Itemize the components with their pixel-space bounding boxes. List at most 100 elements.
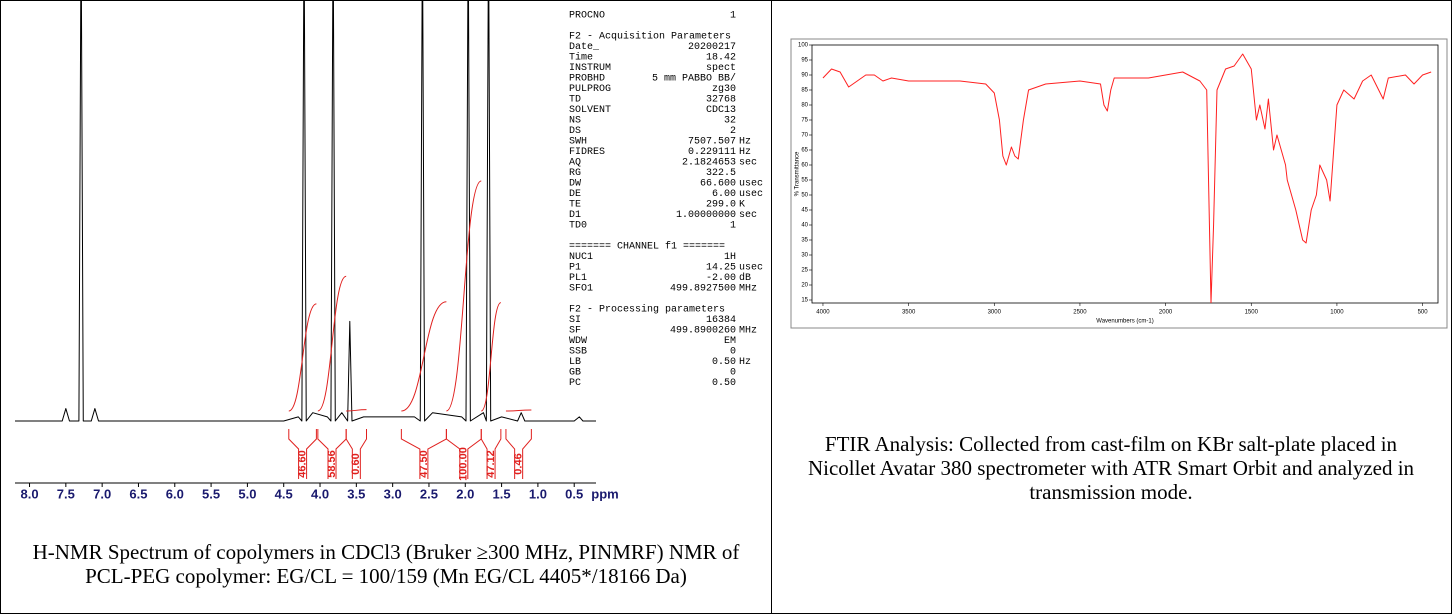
parameter-value: 1.00000000: [676, 210, 736, 221]
parameter-unit: usec: [739, 189, 763, 200]
parameter-unit: K: [739, 200, 745, 211]
y-tick-label: 65: [801, 148, 808, 154]
parameter-value: 2: [730, 126, 736, 137]
x-tick-label: 3.0: [384, 486, 402, 501]
y-axis-label: % Transmittance: [795, 151, 801, 196]
parameter-value: 499.8900260: [670, 326, 736, 337]
parameter-unit: usec: [739, 263, 763, 274]
x-tick-label: 8.0: [20, 486, 38, 501]
y-tick-label: 25: [801, 268, 808, 274]
parameter-key: DS: [569, 126, 581, 137]
x-tick-label: 0.5: [565, 486, 583, 501]
parameter-value: 322.5: [706, 168, 736, 179]
parameter-value: 66.600: [700, 179, 736, 190]
parameter-key: SI: [569, 315, 581, 326]
integral-label: 47.12: [485, 450, 497, 478]
parameter-key: DW: [569, 179, 581, 190]
ftir-spectrum-group: [822, 53, 1432, 303]
x-axis-label: ppm: [591, 486, 618, 501]
integral-curve: [401, 301, 447, 412]
x-tick-label: 4.0: [311, 486, 329, 501]
parameter-key: P1: [569, 263, 581, 274]
y-tick-label: 45: [801, 208, 808, 214]
integral: [445, 180, 482, 412]
parameter-heading: F2 - Acquisition Parameters: [569, 31, 731, 43]
integral: [480, 302, 502, 412]
parameter-heading: ======= CHANNEL f1 =======: [569, 241, 725, 253]
y-tick-label: 55: [801, 178, 808, 184]
x-tick-label: 1.5: [493, 486, 511, 501]
parameter-value: 0.50: [712, 357, 736, 368]
x-tick-label: 6.5: [129, 486, 147, 501]
ftir-plot-area: [811, 44, 1439, 304]
integral-label: 46.60: [297, 450, 309, 478]
nmr-caption: H-NMR Spectrum of copolymers in CDCl3 (B…: [32, 540, 740, 588]
parameter-value: 14.25: [706, 263, 736, 274]
integral-label: 100.00: [458, 447, 470, 481]
parameter-key: TD: [569, 95, 581, 106]
parameter-unit: dB: [739, 272, 751, 284]
parameter-value: -2.00: [706, 273, 736, 284]
parameter-value: 32768: [706, 95, 736, 106]
parameter-key: RG: [569, 168, 581, 179]
parameter-key: Time: [569, 52, 593, 64]
integral-curve: [480, 302, 502, 412]
parameter-key: PC: [569, 378, 581, 389]
parameter-key: PULPROG: [569, 84, 611, 95]
y-tick-label: 85: [801, 88, 808, 94]
x-tick-label: 7.5: [57, 486, 75, 501]
integral-label: 0.46: [513, 453, 525, 474]
y-tick-label: 50: [801, 193, 808, 199]
parameter-value: 5 mm PABBO BB/: [652, 73, 736, 85]
integral-bracket: [480, 429, 502, 479]
parameter-value: spect: [706, 63, 736, 74]
integral-label: 58.56: [326, 450, 338, 478]
integral-label: 0.60: [350, 453, 362, 474]
x-tick-label: 3000: [988, 310, 1002, 316]
parameter-value: 0: [730, 347, 736, 358]
integral-curve: [288, 303, 317, 412]
parameter-unit: Hz: [739, 357, 751, 368]
x-tick-label: 1000: [1330, 310, 1344, 316]
parameter-key: PROBHD: [569, 74, 605, 85]
x-tick-label: 5.0: [238, 486, 256, 501]
parameter-key: Date_: [569, 42, 600, 53]
parameter-unit: sec: [739, 210, 757, 221]
x-tick-label: 1.0: [529, 486, 547, 501]
parameter-value: 6.00: [712, 189, 736, 200]
x-tick-label: 2.0: [456, 486, 474, 501]
parameter-key: PL1: [569, 273, 587, 284]
x-tick-label: 4000: [816, 310, 830, 316]
parameter-key: WDW: [569, 336, 587, 347]
parameter-value: 32: [724, 116, 736, 127]
parameter-value: 299.0: [706, 200, 736, 211]
parameter-unit: MHz: [739, 326, 757, 337]
parameter-value: 1: [730, 11, 736, 22]
parameter-key: DE: [569, 189, 581, 200]
x-tick-label: 3.5: [347, 486, 365, 501]
parameter-key: FIDRES: [569, 147, 605, 158]
parameter-key: LB: [569, 357, 581, 368]
parameter-key: SOLVENT: [569, 105, 611, 116]
x-tick-label: 2.5: [420, 486, 438, 501]
integral: [401, 301, 447, 412]
y-tick-label: 75: [801, 118, 808, 124]
nmr-spectrum: [15, 1, 596, 422]
parameter-value: 0: [730, 368, 736, 379]
parameter-key: INSTRUM: [569, 63, 611, 74]
parameter-value: EM: [724, 336, 736, 347]
y-tick-label: 90: [801, 73, 808, 79]
parameter-value: zg30: [712, 84, 736, 95]
parameter-value: 499.8927500: [670, 284, 736, 295]
parameter-unit: MHz: [739, 284, 757, 295]
parameter-key: NS: [569, 116, 581, 127]
y-tick-label: 35: [801, 238, 808, 244]
parameter-key: TD0: [569, 221, 587, 232]
parameter-key: PROCNO: [569, 11, 605, 22]
y-tick-label: 95: [801, 58, 808, 64]
integral-bracket: [288, 429, 317, 479]
integral-curve: [445, 180, 482, 412]
ftir-caption: FTIR Analysis: Collected from cast-film …: [807, 432, 1415, 504]
